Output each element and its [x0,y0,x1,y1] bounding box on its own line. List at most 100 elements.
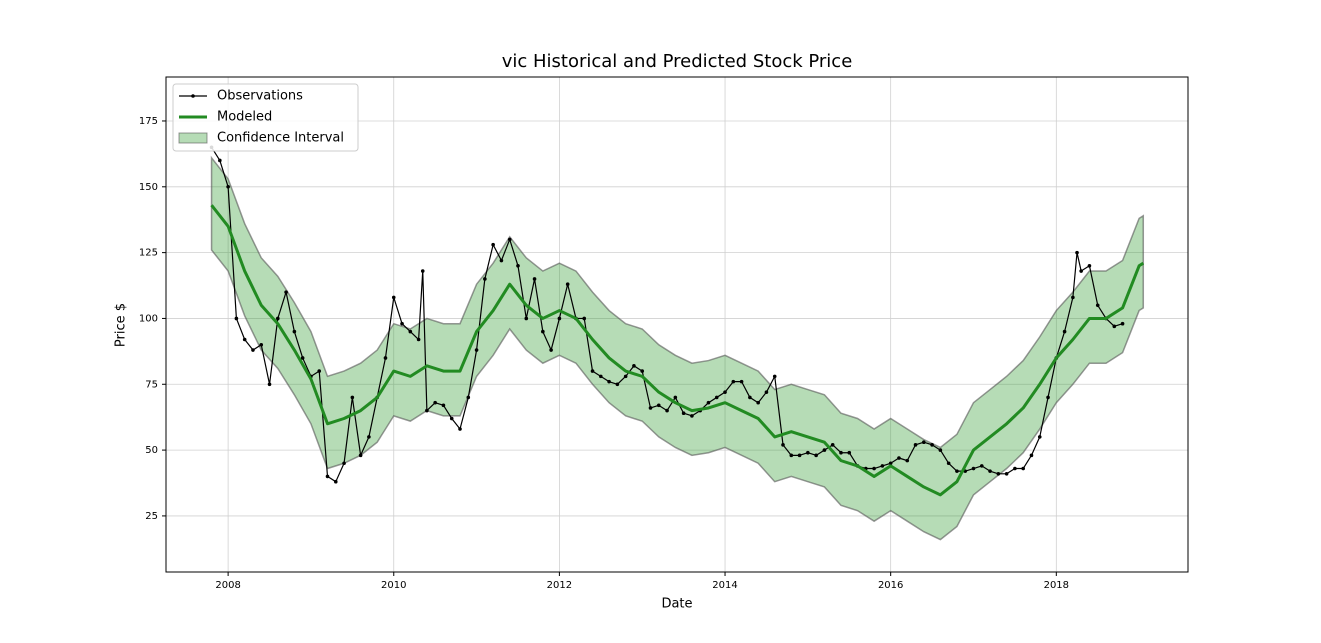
observation-point [822,448,827,452]
observation-point [971,466,976,471]
y-tick-label: 125 [139,248,158,259]
observation-point [483,277,487,281]
observation-point [234,316,239,321]
observation-point [516,263,520,268]
observation-point [251,348,255,352]
observation-point [1071,295,1075,300]
observation-point [408,329,413,334]
observation-point [772,374,777,379]
legend-label: Observations [217,89,303,104]
observation-point [880,464,885,468]
observation-point [1037,435,1042,439]
observation-point [474,348,479,352]
observation-point [665,408,669,413]
observation-point [888,461,893,466]
x-tick-label: 2012 [547,580,572,591]
observation-point [1095,303,1100,308]
observation-point [582,316,587,321]
observation-point [242,337,247,342]
observation-point [731,379,736,384]
observation-point [756,400,760,405]
observation-point [847,450,852,455]
y-tick-label: 75 [145,379,158,390]
observation-point [897,456,901,460]
observation-point [549,348,553,352]
observation-point [226,184,230,189]
observation-point [623,374,628,379]
x-tick-label: 2008 [215,580,240,591]
observation-point [814,453,818,458]
observation-point [1087,263,1092,268]
observation-point [433,400,437,405]
observation-point [276,316,280,321]
observation-point [325,474,330,479]
observation-point [524,316,529,321]
chart-title: vic Historical and Predicted Stock Price [502,51,853,72]
observation-point [922,440,926,444]
legend-label: Confidence Interval [217,131,344,146]
observation-point [532,277,537,281]
series-line [210,204,1145,497]
observation-point [714,395,719,400]
x-tick-label: 2018 [1044,580,1069,591]
observation-point [723,390,727,394]
x-tick-label: 2010 [381,580,406,591]
observation-point [615,382,620,387]
plot-frame [165,76,1189,573]
observation-point [1046,395,1050,400]
observation-point [391,295,396,300]
observation-point [367,435,371,439]
observation-point [400,321,404,326]
x-tick-label: 2016 [878,580,903,591]
observation-point [656,403,661,408]
y-tick-label: 25 [145,511,158,522]
observation-point [259,342,264,347]
observation-point [789,453,794,458]
observation-point [806,450,810,455]
y-axis-label: Price $ [114,303,129,347]
observation-point [267,382,272,387]
observation-point [425,408,429,413]
observation-point [607,379,611,384]
observation-point [599,374,603,379]
observation-point [300,356,305,360]
confidence-band [210,155,1145,541]
observation-point [499,258,504,263]
observation-point [764,390,769,394]
observation-point [905,458,910,463]
observation-point [1004,471,1009,476]
observation-point [458,427,462,431]
observation-point [706,400,711,405]
observation-point [441,403,446,408]
y-tick-label: 50 [145,445,158,456]
observation-point [383,356,388,360]
observation-point [681,411,686,416]
observation-point [739,379,744,384]
observation-point [342,461,346,466]
observation-point [781,443,785,447]
y-tick-label: 150 [139,182,158,193]
observation-point [673,395,678,400]
observation-point [1079,269,1083,273]
observation-point [358,453,363,458]
observation-point [416,337,421,342]
observation-point [1075,250,1079,255]
observation-point [1112,324,1117,329]
observation-point [930,443,934,447]
observation-point [491,242,495,247]
observation-point [466,395,471,400]
observation-point [292,329,297,334]
observation-point [955,469,959,473]
observation-point [1021,466,1025,471]
observation-point [839,450,843,455]
observation-point [350,395,355,400]
observation-point [946,461,951,466]
observation-point [449,416,454,421]
observation-point [913,443,918,447]
observation-point [1013,466,1017,471]
observation-point [333,479,338,484]
observation-point [1062,329,1067,334]
observation-point [748,395,752,400]
legend-box [172,83,359,152]
